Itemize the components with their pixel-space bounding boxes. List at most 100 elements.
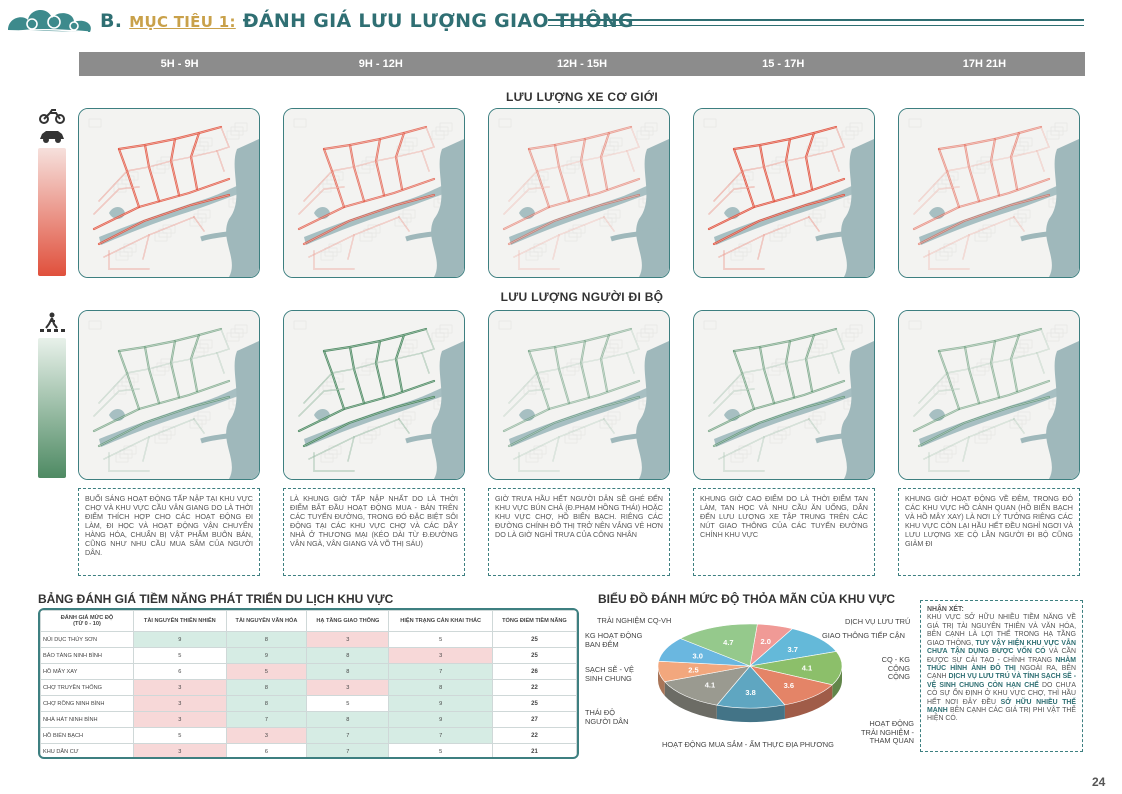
time-slot-bar: 5H - 9H 9H - 12H 12H - 15H 15 - 17H 17H … [79, 52, 1085, 76]
cell: 8 [306, 647, 390, 664]
road-centerline [708, 388, 755, 417]
road-centerline [528, 328, 632, 352]
pie-value-label: 4.1 [705, 681, 715, 690]
remarks-highlight: dịch vụ lưu trú và tính sạch sẽ - vệ sin… [927, 673, 1076, 689]
map-block [113, 183, 127, 193]
road-centerline [626, 328, 640, 374]
road-centerline [142, 234, 150, 260]
map-block [357, 366, 371, 376]
map-block [523, 183, 537, 193]
pie-slice [716, 665, 786, 709]
map-block [933, 183, 947, 193]
remarks-text: bên cạnh các giá trị phi vật thể hiện có… [927, 707, 1076, 723]
map-block [1011, 145, 1025, 155]
pie-value-label: 2.5 [688, 665, 698, 674]
table-header: TỔNG ĐIỂM TIỀM NĂNG [491, 610, 577, 632]
map-block [1009, 217, 1023, 227]
header-first-label: ĐÁNH GIÁ MỨC ĐỘ [60, 615, 114, 621]
remarks-text: và cần được sự cải tạo - chỉnh trang [927, 648, 1077, 664]
map-block [908, 320, 922, 330]
map-block [318, 385, 332, 395]
pie-label: Trải nghiệm CQ-VH [597, 616, 672, 625]
road-centerline [93, 186, 140, 215]
map-block [599, 217, 613, 227]
pie-slice-side [664, 681, 717, 720]
vehicle-map-15-17h [693, 108, 875, 278]
map-block [320, 453, 334, 463]
river [304, 387, 446, 447]
table-title: BẢNG ĐÁNH GIÁ TIỀM NĂNG PHÁT TRIỂN DU LỊ… [38, 592, 394, 606]
map-block [730, 251, 744, 261]
cell: 8 [388, 679, 493, 696]
pedestrian-section-title: LƯU LƯỢNG NGƯỜI ĐI BỘ [500, 290, 664, 304]
river [714, 387, 856, 447]
cell: 5 [133, 727, 227, 744]
road-centerline [913, 380, 1050, 432]
road-centerline [552, 436, 560, 462]
road-centerline [1036, 328, 1050, 374]
road-centerline [946, 150, 1038, 172]
cell: 3 [133, 743, 227, 757]
map-block [1046, 130, 1060, 140]
map-block [562, 366, 576, 376]
map-block [152, 164, 166, 174]
road-centerline [508, 396, 640, 447]
riverbank [200, 226, 251, 242]
vehicle-section-title: LƯU LƯỢNG XE CƠ GIỚI [506, 90, 658, 104]
road-centerline [713, 372, 743, 404]
road-centerline [503, 388, 550, 417]
riverbank [1020, 226, 1071, 242]
river [919, 185, 1061, 245]
map-block [154, 232, 168, 242]
road-centerline [962, 234, 970, 260]
pie-slice-side [832, 666, 842, 699]
map-block [115, 251, 129, 261]
pie-label: Hoạt động trải nghiệm - tham quan [860, 719, 914, 746]
pie-value-label: 3.7 [788, 645, 798, 654]
map-block [1011, 347, 1025, 357]
vehicle-map-12-15h [488, 108, 670, 278]
road-centerline [421, 328, 435, 374]
table-row: Núi Dục Thúy Sơn 9 8 3 5 25 [40, 631, 577, 648]
road-centerline [508, 194, 640, 245]
road-centerline [808, 216, 820, 232]
cell: 5 [133, 647, 227, 664]
header-first-sub: (TỪ 0 - 10) [73, 621, 101, 627]
water-body [431, 139, 464, 277]
map-block [636, 130, 650, 140]
row-name: Chợ Truyền thống [40, 679, 134, 696]
chart-title: BIỂU ĐỒ ĐÁNH MỨC ĐỘ THỎA MÃN CỦA KHU VỰC [598, 592, 896, 606]
road-centerline [323, 328, 427, 352]
map-block [841, 332, 855, 342]
total-cell: 22 [491, 727, 577, 744]
map-block [599, 419, 613, 429]
road-centerline [93, 388, 140, 417]
road-centerline [98, 372, 128, 404]
pie-slice-side [716, 704, 785, 722]
road-centerline [913, 178, 1050, 230]
cell: 7 [388, 663, 493, 680]
road-centerline [508, 170, 538, 202]
map-block [972, 366, 986, 376]
pie-slice-side [658, 666, 665, 696]
map-block [974, 434, 988, 444]
pie-label: Dịch vụ lưu trú [845, 617, 911, 626]
map-block [841, 130, 855, 140]
road-centerline [733, 328, 837, 352]
pie-slice [749, 628, 837, 667]
road-centerline [98, 194, 230, 245]
potential-table: ĐÁNH GIÁ MỨC ĐỘ (TỪ 0 - 10) TÀI NGUYÊN TH… [38, 608, 579, 759]
road-centerline [93, 380, 230, 432]
pie-label: KG hoạt động ban đêm [585, 631, 647, 649]
vehicle-map-5-9h [78, 108, 260, 278]
road-centerline [98, 170, 128, 202]
road-centerline [398, 216, 410, 232]
road-centerline [723, 453, 764, 472]
pie-label-text: Sạch sẽ - vệ sinh chung [585, 665, 634, 683]
riverbank [610, 428, 661, 444]
map-block [359, 232, 373, 242]
road-centerline [313, 251, 354, 270]
pie-label: CQ - KG công cộng [868, 655, 910, 682]
pedestrian-intensity-legend [38, 338, 66, 478]
road-centerline [1013, 418, 1025, 434]
